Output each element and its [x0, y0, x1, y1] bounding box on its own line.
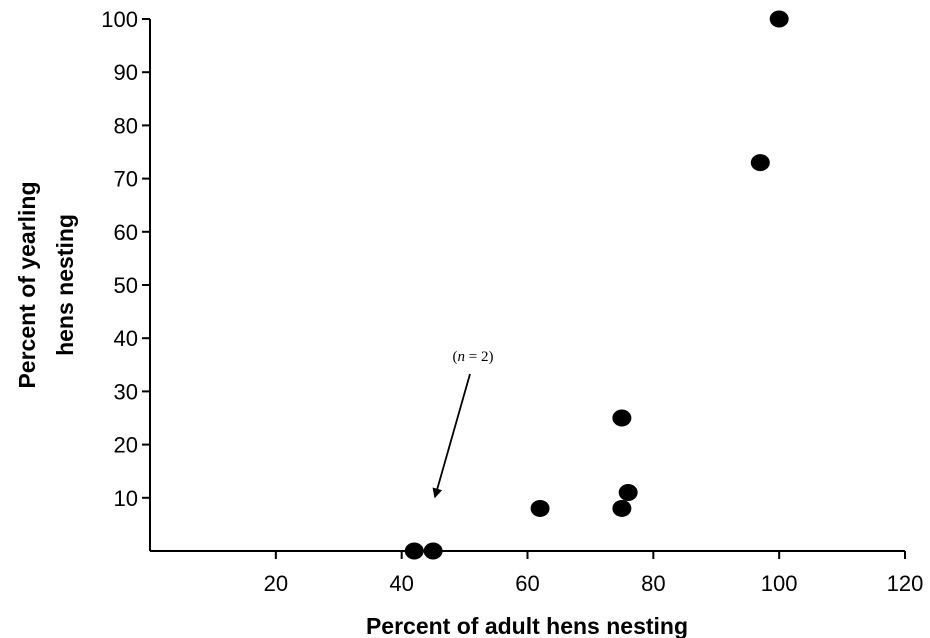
y-tick-label: 40	[114, 326, 138, 351]
y-tick-label: 100	[101, 7, 138, 32]
x-tick-label: 100	[761, 571, 798, 596]
data-point	[423, 542, 443, 560]
annotation-rest: = 2)	[465, 349, 493, 365]
data-point	[750, 154, 770, 172]
annotation-open-paren: (	[453, 349, 458, 365]
data-point	[769, 10, 789, 28]
y-tick-label: 20	[114, 433, 138, 458]
y-axis-title: Percent of yearling hens nesting	[14, 181, 78, 388]
y-tick-label: 80	[114, 113, 138, 138]
data-point	[612, 499, 632, 517]
y-tick-label: 50	[114, 273, 138, 298]
x-tick-label: 40	[389, 571, 413, 596]
y-tick-label: 10	[114, 486, 138, 511]
data-point	[618, 483, 638, 501]
y-tick-label: 90	[114, 60, 138, 85]
annotation-n: n	[458, 349, 466, 365]
axes	[149, 19, 905, 552]
x-axis-ticks: 20 40 60 80 100 120	[264, 551, 924, 596]
y-tick-label: 30	[114, 379, 138, 404]
annotation-label: (n = 2)	[453, 349, 494, 365]
data-point	[612, 409, 632, 427]
y-axis-title-line-1: Percent of yearling	[14, 181, 40, 388]
x-tick-label: 60	[515, 571, 539, 596]
x-axis-title: Percent of adult hens nesting	[366, 613, 688, 638]
data-point	[530, 499, 550, 517]
x-tick-label: 20	[264, 571, 288, 596]
data-points	[404, 10, 789, 560]
y-tick-label: 70	[114, 167, 138, 192]
y-axis-title-line-2: hens nesting	[52, 214, 78, 356]
x-tick-label: 80	[641, 571, 665, 596]
y-tick-label: 60	[114, 220, 138, 245]
data-point	[404, 542, 424, 560]
y-axis-ticks: 10 20 30 40 50 60 70 80 90 100	[101, 7, 150, 511]
x-tick-label: 120	[887, 571, 924, 596]
annotation-arrow	[432, 373, 471, 499]
